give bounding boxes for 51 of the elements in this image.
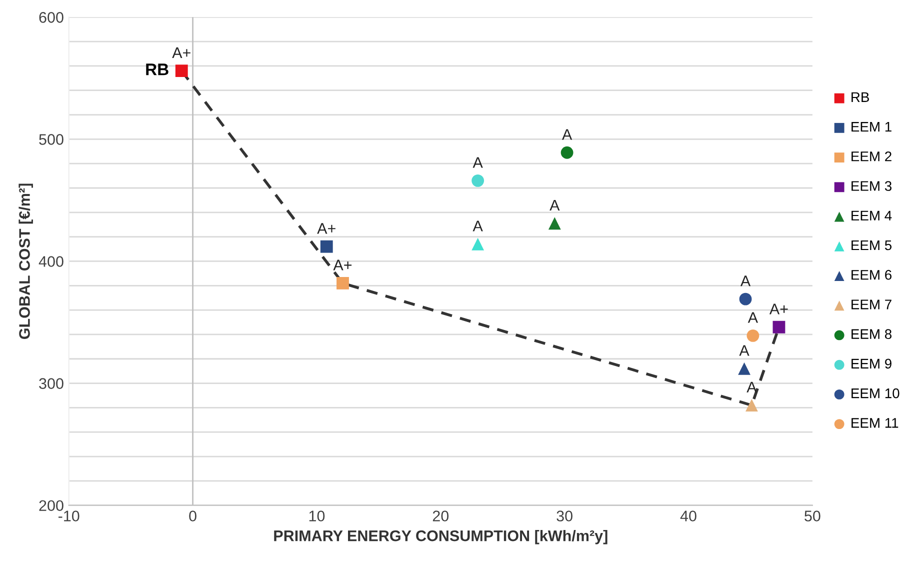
point — [472, 238, 484, 250]
annotation: RB — [146, 64, 168, 76]
annotation: A — [739, 345, 750, 356]
annotation: A — [740, 276, 751, 286]
y-tick-label: 300 — [39, 378, 64, 389]
legend-label: EEM 1 — [852, 122, 892, 132]
annotation: A — [746, 382, 757, 392]
legend-label: EEM 4 — [852, 210, 892, 220]
y-axis-title: GLOBAL COST [€/m²] — [18, 184, 33, 339]
point — [745, 399, 758, 412]
point — [560, 146, 574, 159]
point — [738, 362, 750, 375]
point — [772, 320, 786, 334]
legend-label: EEM 10 — [852, 388, 900, 398]
y-tick-label: 600 — [39, 12, 64, 23]
legend-label: EEM 5 — [852, 240, 892, 250]
legend-label: EEM 9 — [852, 358, 892, 369]
point — [739, 292, 752, 306]
legend-label: EEM 8 — [852, 329, 892, 339]
point — [320, 240, 333, 253]
annotation: A — [748, 312, 758, 323]
legend-label: EEM 7 — [852, 300, 892, 310]
y-tick-label: 200 — [39, 500, 64, 512]
x-tick-label: 20 — [432, 510, 449, 522]
annotation: A+ — [769, 304, 788, 314]
annotation: A — [562, 129, 572, 140]
x-tick-label: 50 — [804, 510, 820, 522]
annotation: A+ — [333, 260, 352, 270]
legend-label: EEM 11 — [852, 418, 898, 428]
x-axis-title: PRIMARY ENERGY CONSUMPTION [kWh/m²y] — [274, 530, 608, 544]
annotation: A+ — [172, 47, 190, 58]
annotation: A — [550, 200, 560, 211]
y-tick-label: 400 — [38, 256, 64, 267]
legend-label: RB — [852, 92, 869, 102]
annotation: A — [472, 157, 483, 168]
legend-label: EEM 3 — [852, 181, 892, 191]
x-tick-label: 0 — [189, 510, 196, 522]
point — [175, 64, 188, 78]
point — [548, 217, 561, 230]
point — [746, 329, 760, 342]
legend-label: EEM 6 — [852, 270, 892, 280]
x-tick-label: 30 — [556, 510, 572, 522]
annotation: A+ — [317, 223, 336, 234]
point — [336, 276, 349, 290]
x-tick-label: -10 — [58, 510, 80, 522]
annotation: A — [472, 220, 483, 232]
point — [472, 174, 484, 187]
x-tick-label: 10 — [309, 510, 325, 522]
y-tick-label: 500 — [39, 134, 64, 145]
x-tick-label: 40 — [680, 510, 696, 522]
legend-label: EEM 2 — [852, 151, 892, 162]
